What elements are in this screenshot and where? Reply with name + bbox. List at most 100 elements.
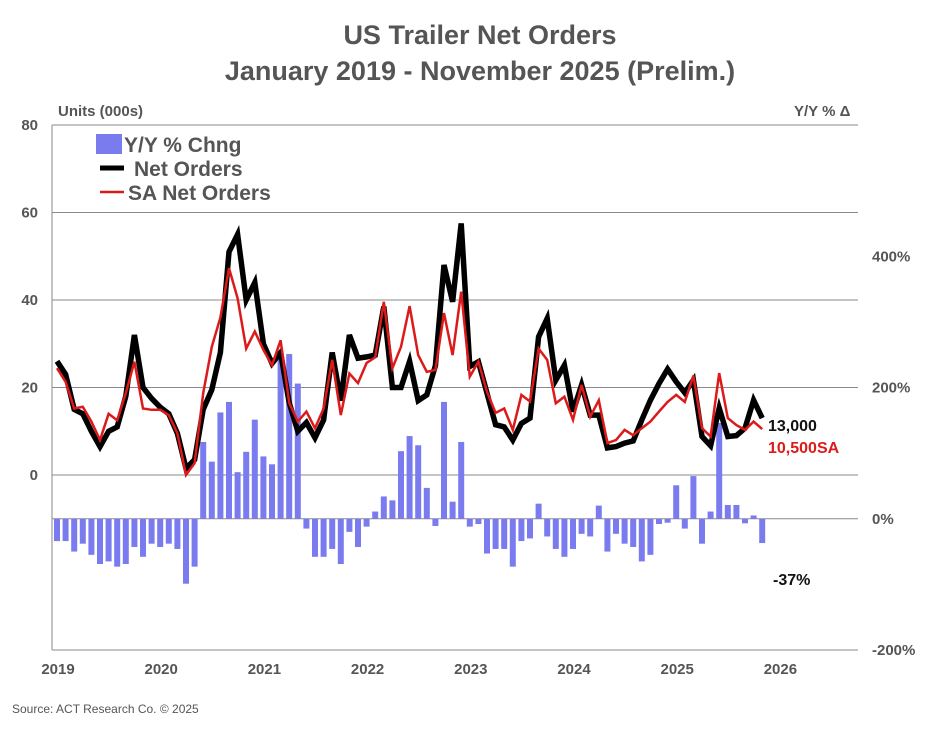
yoy-bar [251,419,258,519]
yoy-bar [277,356,284,519]
yoy-bar [587,518,594,537]
yoy-bar [363,518,370,527]
yoy-bar [423,487,430,519]
left-tick-label: 0 [30,467,38,484]
lines [54,223,765,479]
yoy-bar [432,518,439,526]
yoy-bar [733,504,740,519]
yoy-bar [535,503,542,519]
yoy-bar [527,518,533,539]
yoy-bar [552,518,559,549]
yoy-bar [62,518,69,542]
yoy-bar [208,461,215,519]
yoy-bar [561,518,568,557]
yoy-bar [346,518,353,532]
yoy-bar [140,518,146,557]
yoy-bar [165,518,172,544]
yoy-bar [673,485,680,519]
yoy-bar [466,518,473,527]
yoy-bar [707,511,714,519]
left-axis-title: Units (000s) [58,103,143,120]
x-tick-label: 2023 [454,661,487,678]
right-tick-label: 0% [872,511,894,528]
yoy-bar [518,518,525,542]
yoy-bar [604,518,611,552]
yoy-bar [200,441,207,519]
yoy-bar [191,518,198,567]
yoy-bar [303,518,310,529]
source-note: Source: ACT Research Co. © 2025 [12,702,199,716]
annotation-sa-net-orders: 10,500SA [768,440,840,457]
legend-label-net-orders: Net Orders [134,158,243,181]
yoy-bar [716,422,723,519]
yoy-bar [71,518,78,552]
yoy-bar [217,412,224,519]
yoy-bar [234,472,241,519]
left-tick-label: 40 [21,292,38,309]
yoy-bar [406,436,413,519]
yoy-bar [630,518,637,547]
annotation-yoy: -37% [773,572,810,589]
yoy-bar [449,501,456,519]
yoy-bar [312,518,318,557]
left-tick-label: 20 [21,380,38,397]
left-tick-label: 60 [21,205,38,222]
legend-label-sa-net-orders: SA Net Orders [128,182,271,205]
yoy-bar [97,518,103,565]
yoy-bar [105,518,112,562]
yoy-bar [578,518,585,534]
yoy-bar [724,504,731,519]
right-tick-label: 200% [872,380,910,397]
yoy-bar [501,518,508,549]
yoy-bar [88,518,95,555]
yoy-bar [355,518,361,547]
yoy-bar [699,518,705,544]
legend-label-yoy: Y/Y % Chng [124,134,241,157]
yoy-bar [148,518,155,544]
yoy-bar [441,401,447,519]
yoy-bar [656,518,662,524]
yoy-bar [372,511,379,519]
yoy-bar [398,451,404,519]
tick-labels: 80 60 40 20 0 400% 200% 0% -200% 2019 2020 2021 2022… [21,117,915,678]
yoy-bar [475,518,482,524]
yoy-bar [638,518,645,562]
yoy-bars [54,354,766,584]
sa-net-orders-line [55,267,764,479]
legend-swatch-yoy [96,134,122,154]
yoy-bar [243,451,250,519]
yoy-bar [742,518,748,524]
x-tick-label: 2026 [764,661,797,678]
yoy-bar [621,518,628,544]
yoy-bar [759,518,766,544]
yoy-bar [544,518,551,537]
right-axis-title: Y/Y % Δ [794,103,851,120]
yoy-bar [114,518,121,567]
x-tick-label: 2024 [557,661,591,678]
right-tick-label: 400% [872,248,910,265]
yoy-bar [174,518,181,549]
legend: Y/Y % Chng Net Orders SA Net Orders [96,134,271,205]
yoy-bar [79,518,86,544]
yoy-bar [294,383,301,519]
yoy-bar [380,496,387,519]
yoy-bar [509,518,516,567]
net-orders-line [54,223,765,474]
yoy-bar [286,354,293,519]
yoy-bar [54,518,60,542]
yoy-bar [122,518,129,565]
annotation-net-orders: 13,000 [768,418,817,435]
yoy-bar [260,456,267,519]
x-tick-label: 2021 [248,661,281,678]
left-tick-label: 80 [21,117,38,134]
yoy-bar [458,441,465,519]
yoy-bar [269,464,275,519]
yoy-bar [329,518,336,549]
yoy-bar [690,476,697,519]
right-tick-label: -200% [872,642,915,659]
chart-subtitle: January 2019 - November 2025 (Prelim.) [225,56,735,86]
yoy-bar [415,445,422,519]
yoy-bar [157,518,164,547]
yoy-bar [613,518,619,534]
